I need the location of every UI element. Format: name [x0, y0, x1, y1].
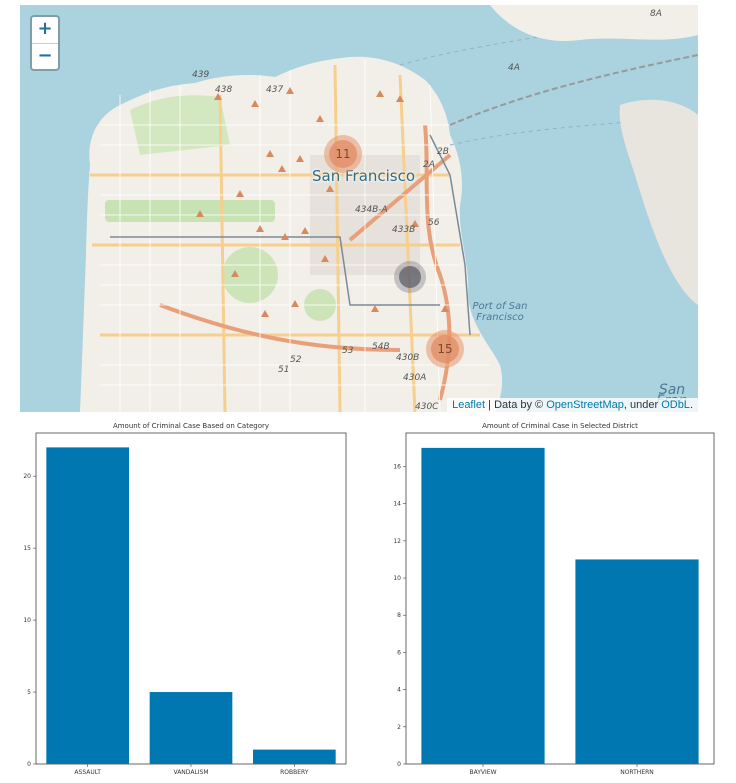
bay-label: Port of San Francisco: [472, 301, 528, 323]
x-tick-label: BAYVIEW: [469, 769, 496, 776]
attribution-text: | Data by ©: [485, 399, 547, 411]
map-panel[interactable]: 439 438 437 434B-A 433B 2B 2A 4A 8A 56 5…: [20, 5, 698, 412]
x-tick-label: ASSAULT: [74, 769, 101, 776]
y-tick-label: 20: [23, 473, 31, 480]
map-attribution: Leaflet | Data by © OpenStreetMap, under…: [447, 398, 698, 412]
osm-link[interactable]: OpenStreetMap: [546, 399, 624, 411]
y-tick-label: 4: [397, 687, 401, 694]
y-tick-label: 0: [397, 761, 401, 768]
cluster-count: 11: [329, 140, 357, 168]
y-tick-label: 10: [393, 575, 401, 582]
road-label: 439: [192, 70, 210, 80]
category-chart: Amount of Criminal Case Based on Categor…: [0, 418, 360, 783]
cluster-dot: [399, 266, 421, 288]
y-tick-label: 14: [393, 501, 401, 508]
y-tick-label: 15: [23, 545, 31, 552]
district-chart: Amount of Criminal Case in Selected Dist…: [370, 418, 736, 783]
road-label: 430C: [415, 402, 439, 412]
road-label: 438: [215, 85, 233, 95]
attribution-text: .: [689, 399, 693, 411]
cluster-count: 15: [431, 335, 459, 363]
x-tick-label: VANDALISM: [173, 769, 208, 776]
bar-assault: [46, 447, 130, 764]
chart-title: Amount of Criminal Case in Selected Dist…: [482, 422, 638, 430]
x-tick-label: ROBBERY: [280, 769, 309, 776]
bar-bayview: [421, 447, 545, 764]
y-tick-label: 10: [23, 617, 31, 624]
road-label: 8A: [650, 9, 662, 19]
chart-title: Amount of Criminal Case Based on Categor…: [112, 422, 270, 430]
road-label: 2B: [437, 147, 449, 157]
road-label: 54B: [372, 342, 390, 352]
road-label: 437: [266, 85, 284, 95]
road-label: 434B-A: [355, 205, 388, 215]
y-tick-label: 16: [393, 463, 401, 470]
road-label: 433B: [392, 225, 416, 235]
map-tiles: [20, 5, 698, 412]
road-label: 53: [342, 346, 354, 356]
road-label: 4A: [508, 63, 520, 73]
zoom-in-button[interactable]: +: [32, 17, 58, 44]
y-tick-label: 2: [397, 724, 401, 731]
district-bar-chart: 0 2 4 6 8 10 12 14 16 BAYVIEW NORTHERN: [393, 432, 715, 776]
bar-vandalism: [149, 692, 233, 764]
category-bar-chart: 0 5 10 15 20 ASSAULT VANDALISM ROBBERY: [23, 432, 347, 776]
road-label: 51: [278, 365, 290, 375]
plot-frame: [405, 432, 715, 765]
road-label: 52: [290, 355, 302, 365]
road-label: 430A: [403, 373, 427, 383]
bar-northern: [575, 559, 699, 764]
y-tick-label: 0: [27, 761, 31, 768]
zoom-control: + −: [30, 15, 60, 71]
leaflet-link[interactable]: Leaflet: [452, 399, 486, 411]
y-tick-label: 12: [393, 538, 401, 545]
x-tick-label: NORTHERN: [620, 769, 654, 776]
y-tick-label: 8: [397, 612, 401, 619]
marker-cluster[interactable]: 11: [324, 135, 362, 173]
marker-cluster[interactable]: 15: [426, 330, 464, 368]
y-tick-label: 6: [397, 649, 401, 656]
road-label: 56: [428, 218, 440, 228]
bar-robbery: [253, 749, 336, 764]
zoom-out-button[interactable]: −: [37, 45, 53, 66]
y-tick-label: 5: [27, 689, 31, 696]
attribution-text: , under: [623, 399, 662, 411]
odbl-link[interactable]: ODbL: [661, 399, 690, 411]
road-label: 2A: [423, 160, 435, 170]
road-label: 430B: [396, 353, 420, 363]
marker-cluster[interactable]: [394, 261, 426, 293]
city-label: San Francisco: [312, 167, 416, 185]
